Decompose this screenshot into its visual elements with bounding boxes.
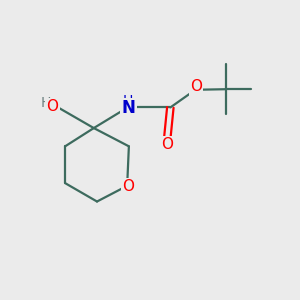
Text: N: N [121,99,135,117]
Text: O: O [46,99,58,114]
Text: O: O [122,179,134,194]
Text: O: O [190,79,202,94]
Text: O: O [161,137,173,152]
Text: H: H [41,96,51,110]
Text: H: H [123,94,134,108]
